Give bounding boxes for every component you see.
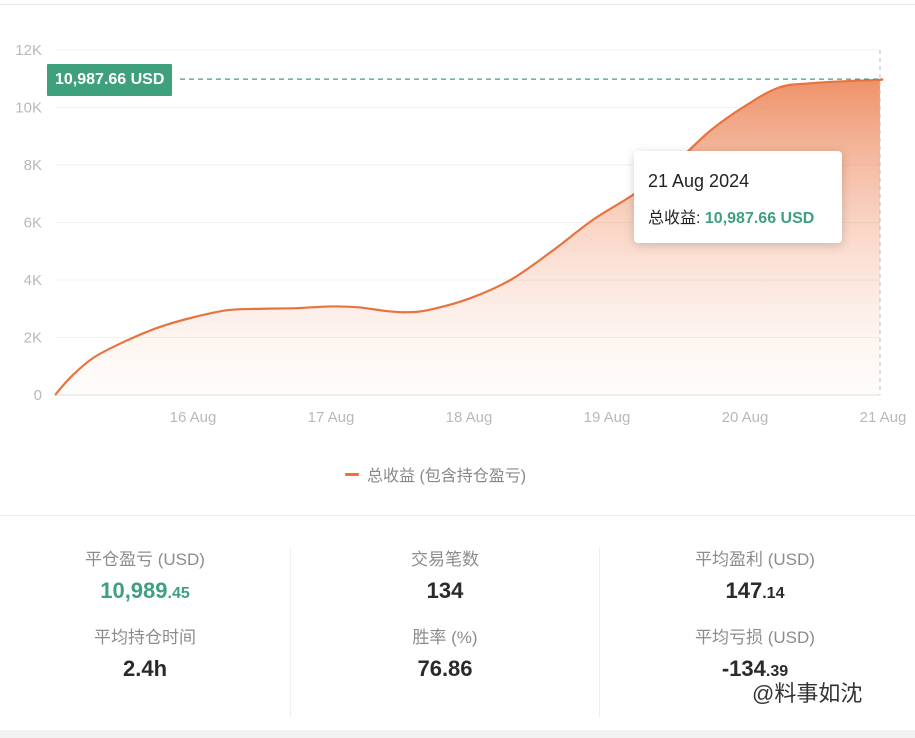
series-line [54, 78, 884, 396]
column-divider [599, 548, 600, 718]
stat-value-int: 10,989 [100, 578, 168, 603]
y-axis-ticks: 0 2K 4K 6K 8K 10K 12K [15, 42, 42, 404]
x-tick-label: 19 Aug [584, 409, 631, 426]
y-tick-label: 12K [15, 42, 42, 59]
tooltip-value: 10,987.66 USD [704, 210, 815, 227]
stat-value-dec: .45 [167, 585, 190, 602]
watermark: @料事如沈 [752, 681, 863, 706]
stats-column-2: 交易笔数 134 胜率 (%) 76.86 [300, 516, 590, 730]
y-tick-label: 4K [24, 272, 42, 289]
x-tick-label: 17 Aug [308, 409, 355, 426]
stat-value: 10,989.45 [0, 578, 290, 607]
x-tick-label: 16 Aug [170, 409, 217, 426]
stat-avg-hold-time: 平均持仓时间 2.4h [0, 626, 290, 682]
stat-avg-profit: 平均盈利 (USD) 147.14 [610, 548, 900, 607]
top-border [0, 4, 915, 5]
tooltip-date: 21 Aug 2024 [648, 171, 750, 191]
legend-swatch [345, 472, 359, 476]
tooltip-row: 总收益: 10,987.66 USD [648, 204, 814, 228]
y-tick-label: 2K [24, 330, 42, 347]
reference-value-tag: 10,987.66 USD [47, 64, 173, 96]
stat-label: 平均亏损 (USD) [695, 628, 815, 647]
stat-label: 平仓盈亏 (USD) [85, 550, 205, 569]
stat-win-rate: 胜率 (%) 76.86 [300, 626, 590, 682]
stat-value: 76.86 [417, 656, 473, 681]
area-fill [55, 79, 883, 396]
stats-column-3: 平均盈利 (USD) 147.14 平均亏损 (USD) -134.39 [610, 516, 900, 730]
stat-value: 147.14 [610, 578, 900, 607]
pnl-chart[interactable]: 0 2K 4K 6K 8K 10K 12K 16 Aug 17 Aug 18 Aug 19 Aug… [0, 0, 915, 515]
stat-label: 平均盈利 (USD) [695, 550, 815, 569]
chart-legend[interactable]: 总收益 (包含持仓盈亏) [345, 463, 526, 485]
y-tick-label: 0 [34, 387, 42, 404]
stats-column-1: 平仓盈亏 (USD) 10,989.45 平均持仓时间 2.4h [0, 516, 290, 730]
y-tick-label: 10K [15, 100, 42, 117]
stat-value-dec: .14 [762, 585, 785, 602]
stat-value: 134 [426, 578, 464, 603]
section-divider [0, 515, 915, 516]
stats-panel: 平仓盈亏 (USD) 10,989.45 平均持仓时间 2.4h 交易笔数 13… [0, 516, 915, 730]
stat-label: 胜率 (%) [412, 628, 478, 647]
column-divider [290, 548, 291, 718]
bottom-bar [0, 730, 915, 738]
stat-value-dec: .39 [765, 663, 789, 680]
tooltip-label: 总收益: [648, 210, 701, 227]
stat-value: -134.39 [610, 656, 900, 685]
stat-label: 平均持仓时间 [94, 628, 196, 647]
stat-closed-pnl: 平仓盈亏 (USD) 10,989.45 [0, 548, 290, 607]
x-tick-label: 18 Aug [446, 409, 493, 426]
y-tick-label: 8K [24, 157, 42, 174]
stat-value: 2.4h [122, 656, 168, 681]
x-tick-label: 20 Aug [722, 409, 769, 426]
stat-label: 交易笔数 [411, 550, 479, 569]
x-axis-ticks: 16 Aug 17 Aug 18 Aug 19 Aug 20 Aug 21 Aug [170, 409, 907, 426]
chart-tooltip: 21 Aug 2024 总收益: 10,987.66 USD [634, 151, 842, 243]
x-tick-label: 21 Aug [860, 409, 907, 426]
legend-label: 总收益 (包含持仓盈亏) [367, 468, 527, 485]
y-tick-label: 6K [24, 215, 42, 232]
stat-value-int: 147 [725, 578, 763, 603]
stat-trade-count: 交易笔数 134 [300, 548, 590, 604]
stat-value-int: -134 [721, 656, 766, 681]
stat-avg-loss: 平均亏损 (USD) -134.39 [610, 626, 900, 685]
